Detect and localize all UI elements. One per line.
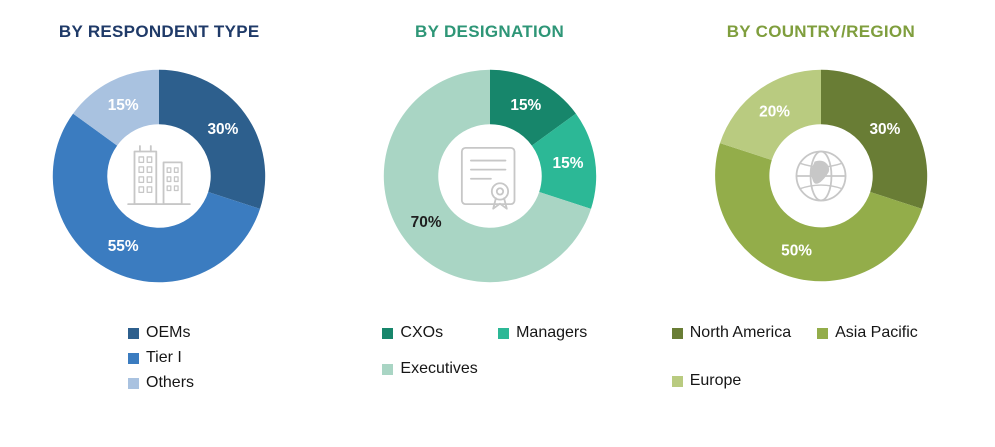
legend-swatch xyxy=(128,352,139,364)
legend-swatch xyxy=(671,375,683,387)
legend-row: North America Asia Pacific xyxy=(671,324,985,342)
legend-item-asia-pacific: Asia Pacific xyxy=(817,324,918,342)
legend-label: Asia Pacific xyxy=(835,324,918,341)
legend-swatch xyxy=(498,327,510,339)
segment-percent-label: 15% xyxy=(552,155,583,172)
legend-label: Executives xyxy=(400,360,478,377)
donut-svg: 30% 55% 15% xyxy=(52,69,266,283)
chart-by-designation: BY DESIGNATION 15% 15% 70% CXOs Managers Exe… xyxy=(330,16,648,392)
legend-label: Others xyxy=(146,374,195,391)
buildings-icon xyxy=(127,145,191,206)
segment-percent-label: 55% xyxy=(108,238,139,255)
legend-item-tier-i: Tier I xyxy=(128,349,182,367)
legend-swatch xyxy=(382,327,394,339)
donut-segment-others xyxy=(73,69,160,146)
legend-label: CXOs xyxy=(400,324,444,341)
segment-percent-label: 30% xyxy=(208,121,239,138)
legend-row: Europe xyxy=(671,372,985,390)
segment-percent-label: 30% xyxy=(869,121,900,138)
segment-percent-label: 20% xyxy=(759,104,790,121)
chart-by-country-region: BY COUNTRY/REGION 30% 50% 20% North Americ… xyxy=(657,16,985,392)
legend-item-others: Others xyxy=(128,374,194,392)
legend-item-europe: Europe xyxy=(671,372,742,390)
segment-percent-label: 15% xyxy=(108,97,139,114)
chart-title-designation: BY DESIGNATION xyxy=(415,22,565,41)
segment-percent-label: 50% xyxy=(781,243,812,260)
legend-label: OEMs xyxy=(146,324,191,341)
donut-segment-executives xyxy=(383,69,591,283)
donut-svg: 15% 15% 70% xyxy=(383,69,596,283)
chart-title-respondent-type: BY RESPONDENT TYPE xyxy=(58,22,260,41)
donut-segment-oems xyxy=(159,69,266,209)
donut-respondent-type: 30% 55% 15% xyxy=(41,58,277,294)
donut-designation: 15% 15% 70% xyxy=(372,58,608,294)
legend-item-north-america: North America xyxy=(671,324,792,342)
legend-item-cxos: CXOs xyxy=(382,324,443,342)
segment-percent-label: 70% xyxy=(410,214,441,231)
globe-icon xyxy=(795,150,847,202)
legend-row: OEMs xyxy=(128,324,308,342)
legend-swatch xyxy=(128,327,139,339)
donut-segment-asia-pacific xyxy=(714,143,922,282)
donut-svg: 30% 50% 20% xyxy=(714,69,928,282)
certificate-icon xyxy=(460,146,515,210)
legend-country-region: North America Asia Pacific Europe xyxy=(671,324,985,390)
legend-label: Europe xyxy=(689,372,742,389)
donut-country-region: 30% 50% 20% xyxy=(703,58,939,294)
donut-segment-europe xyxy=(719,69,821,161)
donut-segment-cxos xyxy=(489,69,576,146)
legend-swatch xyxy=(382,363,394,375)
legend-label: Managers xyxy=(516,324,588,341)
segment-percent-label: 15% xyxy=(510,97,541,114)
donut-segment-north-america xyxy=(820,69,928,209)
legend-swatch xyxy=(817,327,829,339)
legend-item-oems: OEMs xyxy=(128,324,190,342)
legend-item-managers: Managers xyxy=(498,324,587,342)
legend-row: CXOs Managers xyxy=(382,324,648,342)
legend-label: Tier I xyxy=(146,349,182,366)
donut-segment-managers xyxy=(531,113,596,209)
legend-swatch xyxy=(671,327,683,339)
legend-item-executives: Executives xyxy=(382,360,478,378)
legend-designation: CXOs Managers Executives xyxy=(382,324,648,378)
legend-row: Executives xyxy=(382,360,648,378)
legend-row: Tier I xyxy=(128,349,308,367)
legend-swatch xyxy=(128,377,139,389)
donut-segment-tier-i xyxy=(52,113,261,283)
legend-label: North America xyxy=(689,324,792,341)
legend-row: Others xyxy=(128,374,308,392)
chart-title-country-region: BY COUNTRY/REGION xyxy=(726,22,916,41)
legend-respondent-type: OEMs Tier I Others xyxy=(128,324,308,392)
